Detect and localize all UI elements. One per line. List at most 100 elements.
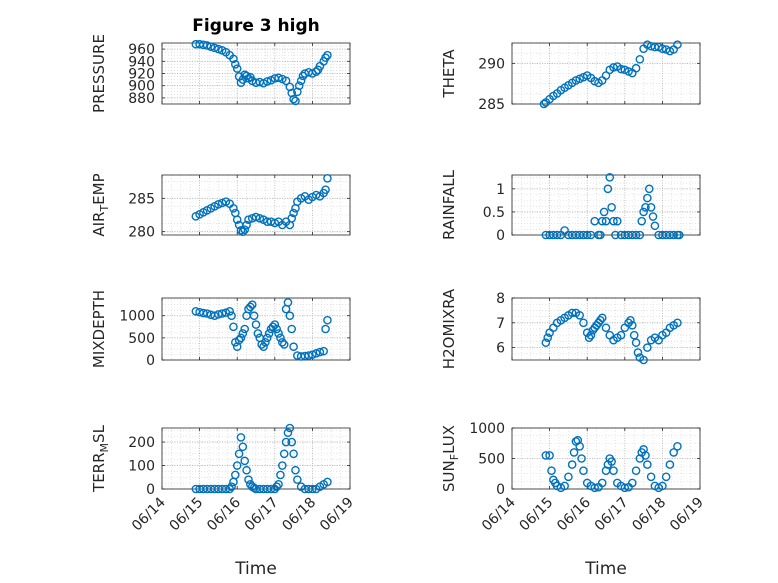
data-point-rainfall bbox=[552, 230, 562, 240]
y-tick-label: 920 bbox=[128, 67, 155, 83]
data-point-h2omixra bbox=[628, 320, 637, 330]
data-point-mixdepth bbox=[253, 329, 263, 338]
data-point-terr_msl bbox=[234, 449, 244, 459]
data-point-h2omixra bbox=[567, 308, 577, 318]
y-tick-label: 6 bbox=[496, 341, 505, 357]
subplot-theta: 290 285 THETA bbox=[440, 40, 701, 113]
y-tick-label: 0 bbox=[496, 482, 505, 498]
data-point-sun_flux bbox=[564, 472, 573, 482]
data-point-terr_msl bbox=[276, 470, 285, 480]
data-point-sun_flux bbox=[579, 466, 588, 476]
data-point-rainfall bbox=[605, 173, 615, 182]
data-point-sun_flux bbox=[541, 451, 551, 460]
data-point-terr_msl bbox=[293, 475, 302, 484]
data-point-mixdepth bbox=[202, 309, 212, 318]
data-point-sun_flux bbox=[628, 478, 637, 488]
data-point-air_temp bbox=[323, 174, 332, 183]
data-point-pressure bbox=[274, 73, 283, 83]
data-point-rainfall bbox=[631, 230, 641, 240]
data-point-mixdepth bbox=[236, 333, 246, 343]
data-point-pressure bbox=[296, 76, 306, 86]
data-point-pressure bbox=[210, 43, 219, 53]
data-point-mixdepth bbox=[227, 311, 236, 321]
data-point-sun_flux bbox=[620, 483, 630, 493]
data-point-mixdepth bbox=[238, 329, 248, 338]
data-point-mixdepth bbox=[274, 329, 283, 338]
y-tick-label: 0 bbox=[146, 353, 155, 369]
data-point-mixdepth bbox=[229, 322, 238, 332]
data-point-mixdepth bbox=[285, 311, 295, 321]
y-axis-label-mixdepth: MIXDEPTH bbox=[90, 290, 108, 368]
data-point-sun_flux bbox=[609, 466, 618, 476]
data-point-sun_flux bbox=[669, 448, 678, 457]
data-point-rainfall bbox=[641, 203, 650, 212]
data-point-h2omixra bbox=[616, 330, 626, 340]
data-point-theta bbox=[539, 99, 549, 109]
data-point-terr_msl bbox=[274, 480, 283, 489]
y-tick-label: 285 bbox=[478, 97, 505, 113]
data-point-rainfall bbox=[599, 207, 609, 217]
data-point-mixdepth bbox=[272, 324, 281, 334]
data-point-h2omixra bbox=[601, 323, 611, 333]
data-point-theta bbox=[658, 44, 667, 53]
data-point-terr_msl bbox=[236, 433, 246, 442]
data-point-mixdepth bbox=[191, 306, 201, 316]
data-point-terr_msl bbox=[231, 470, 240, 480]
figure-title: Figure 3 high bbox=[192, 16, 320, 36]
data-point-theta bbox=[673, 40, 682, 49]
data-point-terr_msl bbox=[225, 484, 234, 494]
data-point-air_temp bbox=[311, 190, 321, 200]
data-point-h2omixra bbox=[543, 333, 553, 342]
data-point-sun_flux bbox=[673, 441, 682, 451]
data-point-rainfall bbox=[611, 230, 620, 240]
data-point-rainfall bbox=[646, 203, 656, 212]
data-point-terr_msl bbox=[272, 482, 281, 491]
data-point-h2omixra bbox=[584, 333, 594, 342]
data-point-rainfall bbox=[612, 216, 622, 226]
axes-box-rainfall bbox=[511, 174, 701, 236]
data-point-pressure bbox=[321, 53, 330, 62]
y-tick-label: 0 bbox=[496, 228, 505, 244]
data-point-pressure bbox=[289, 94, 298, 104]
data-point-theta bbox=[635, 54, 645, 64]
data-point-mixdepth bbox=[262, 333, 272, 343]
data-point-h2omixra bbox=[596, 316, 605, 325]
data-point-pressure bbox=[323, 50, 332, 60]
data-point-air_temp bbox=[242, 220, 251, 230]
data-point-mixdepth bbox=[214, 310, 223, 319]
data-point-mixdepth bbox=[234, 335, 244, 345]
data-point-mixdepth bbox=[289, 342, 298, 352]
data-point-air_temp bbox=[289, 208, 298, 218]
data-point-pressure bbox=[199, 40, 208, 50]
data-point-air_temp bbox=[236, 226, 246, 235]
data-point-h2omixra bbox=[579, 318, 588, 328]
data-point-theta bbox=[631, 63, 641, 73]
subplot-air_temp: 285 280 AIRTEMP bbox=[90, 173, 351, 241]
data-point-mixdepth bbox=[287, 324, 297, 334]
data-point-rainfall bbox=[637, 216, 647, 226]
y-axis-label-pressure: PRESSURE bbox=[90, 34, 108, 113]
data-point-mixdepth bbox=[246, 302, 255, 312]
data-point-sun_flux bbox=[658, 481, 667, 491]
data-point-terr_msl bbox=[281, 437, 291, 447]
data-point-terr_msl bbox=[283, 428, 293, 437]
y-tick-label: 280 bbox=[128, 225, 155, 241]
data-point-terr_msl bbox=[242, 465, 251, 475]
y-axis-label-terr_msl: TERRMSL bbox=[90, 424, 111, 493]
data-point-terr_msl bbox=[240, 456, 250, 466]
data-point-mixdepth bbox=[261, 337, 270, 347]
data-point-air_temp bbox=[214, 200, 223, 209]
data-point-rainfall bbox=[609, 216, 618, 226]
data-point-sun_flux bbox=[597, 478, 607, 488]
y-tick-label: 1000 bbox=[469, 421, 505, 437]
data-point-mixdepth bbox=[264, 329, 274, 338]
y-tick-label: 290 bbox=[478, 56, 505, 72]
data-point-sun_flux bbox=[646, 472, 656, 482]
subplot-mixdepth: 1000 500 0 MIXDEPTH bbox=[90, 290, 351, 369]
data-point-h2omixra bbox=[631, 338, 641, 347]
data-point-air_temp bbox=[232, 215, 242, 224]
data-point-pressure bbox=[202, 41, 212, 50]
x-axis-label-right: Time bbox=[584, 559, 627, 579]
data-point-pressure bbox=[242, 71, 251, 81]
data-point-terr_msl bbox=[232, 461, 242, 470]
